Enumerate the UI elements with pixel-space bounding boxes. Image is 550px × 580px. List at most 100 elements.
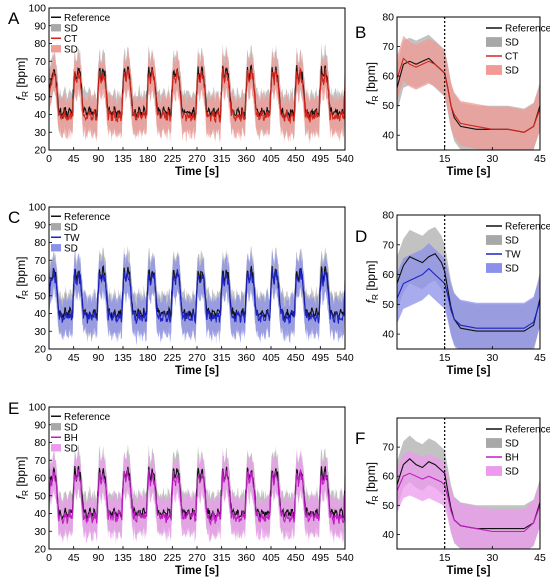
x-axis-label: Time [s]	[447, 365, 491, 377]
y-tick-label: 60	[34, 473, 46, 485]
method-line	[397, 267, 540, 329]
method-line	[397, 57, 540, 133]
y-tick-label: 100	[28, 3, 46, 15]
y-axis-subscript: R	[20, 290, 30, 296]
legend-label: SD	[64, 443, 78, 454]
y-tick-label: 90	[34, 419, 46, 431]
x-tick-label: 405	[262, 153, 280, 165]
legend-swatch-box	[51, 223, 61, 231]
y-axis-subscript: R	[370, 495, 380, 501]
legend-label: Reference	[64, 13, 111, 24]
y-axis-symbol: f	[14, 494, 28, 499]
x-tick-label: 15	[439, 153, 451, 165]
legend-label: TW	[505, 250, 521, 261]
x-tick-label: 270	[188, 552, 206, 564]
legend-swatch-box	[486, 37, 502, 47]
x-tick-label: 450	[287, 352, 305, 364]
x-tick-label: 270	[188, 153, 206, 165]
panel-a: 0 45 90 135 180 225 270 315 360 405 450 495 540 20 30 4…	[8, 3, 354, 179]
y-tick-label: 60	[382, 471, 394, 483]
x-axis-label: Time [s]	[447, 565, 491, 577]
x-tick-label: 45	[68, 352, 80, 364]
legend-label: SD	[64, 422, 78, 433]
x-tick-label: 315	[213, 552, 231, 564]
x-tick-label: 360	[238, 153, 256, 165]
x-tick-label: 30	[486, 153, 498, 165]
method-line	[397, 472, 540, 533]
y-tick-label: 70	[34, 56, 46, 68]
x-tick-label: 0	[46, 352, 52, 364]
x-tick-label: 15	[439, 352, 451, 364]
y-tick-label: 40	[382, 329, 394, 341]
x-axis-label: Time [s]	[447, 166, 491, 178]
legend-swatch-box	[51, 244, 61, 252]
x-tick-label: 540	[336, 552, 354, 564]
legend-label: Reference	[505, 425, 550, 436]
y-tick-label: 50	[382, 500, 394, 512]
x-tick-label: 135	[114, 153, 132, 165]
legend-swatch-box	[51, 423, 61, 431]
legend-label: TW	[64, 233, 80, 244]
x-tick-label: 45	[534, 352, 546, 364]
legend-label: BH	[64, 433, 78, 444]
legend-swatch-box	[486, 466, 502, 476]
legend-swatch-box	[486, 263, 502, 273]
y-tick-label: 60	[34, 273, 46, 285]
legend-label: SD	[505, 66, 519, 77]
legend-label: SD	[505, 38, 519, 49]
plot-area	[397, 226, 540, 349]
y-tick-label: 40	[34, 109, 46, 121]
y-axis-unit: [bpm]	[14, 257, 28, 290]
y-axis-label: fR [bpm]	[364, 462, 380, 505]
panel-letter: E	[8, 399, 19, 418]
y-tick-label: 40	[382, 130, 394, 142]
y-tick-label: 70	[382, 41, 394, 53]
y-tick-label: 80	[34, 38, 46, 50]
y-axis-subscript: R	[20, 490, 30, 496]
x-tick-label: 405	[262, 352, 280, 364]
y-tick-label: 50	[34, 91, 46, 103]
reference-line	[397, 253, 540, 332]
legend-label: SD	[64, 44, 78, 55]
panel-letter: A	[8, 9, 20, 28]
legend-label: BH	[505, 453, 519, 464]
x-tick-label: 0	[46, 153, 52, 165]
y-tick-label: 70	[382, 239, 394, 251]
legend-label: Reference	[64, 412, 111, 423]
panel-letter: F	[355, 429, 365, 448]
method-sd-band	[397, 243, 540, 349]
axes-frame	[396, 214, 541, 350]
y-tick-label: 100	[28, 402, 46, 414]
x-tick-label: 90	[92, 552, 104, 564]
panel-e: 0 45 90 135 180 225 270 315 360 405 450 495 540 20 30 4…	[8, 399, 354, 577]
legend-label: Reference	[505, 222, 550, 233]
x-tick-label: 270	[188, 352, 206, 364]
axes-frame	[396, 417, 541, 550]
y-tick-label: 60	[382, 71, 394, 83]
y-tick-label: 70	[382, 442, 394, 454]
y-axis-symbol: f	[14, 95, 28, 100]
x-tick-label: 315	[213, 153, 231, 165]
plot-area	[49, 245, 345, 346]
y-tick-label: 50	[34, 290, 46, 302]
x-tick-label: 360	[238, 552, 256, 564]
y-axis-subscript: R	[370, 95, 380, 101]
y-axis-symbol: f	[14, 294, 28, 299]
legend-swatch-box	[51, 45, 61, 53]
y-axis-label: fR [bpm]	[364, 62, 380, 105]
x-tick-label: 495	[312, 552, 330, 564]
x-tick-label: 90	[92, 352, 104, 364]
x-tick-label: 90	[92, 153, 104, 165]
y-tick-label: 20	[34, 544, 46, 556]
x-tick-label: 45	[534, 552, 546, 564]
y-tick-label: 90	[34, 219, 46, 231]
plot-area	[49, 444, 345, 545]
legend-swatch-box	[51, 444, 61, 452]
x-tick-label: 360	[238, 352, 256, 364]
method-sd-band	[397, 451, 540, 549]
y-tick-label: 30	[34, 326, 46, 338]
